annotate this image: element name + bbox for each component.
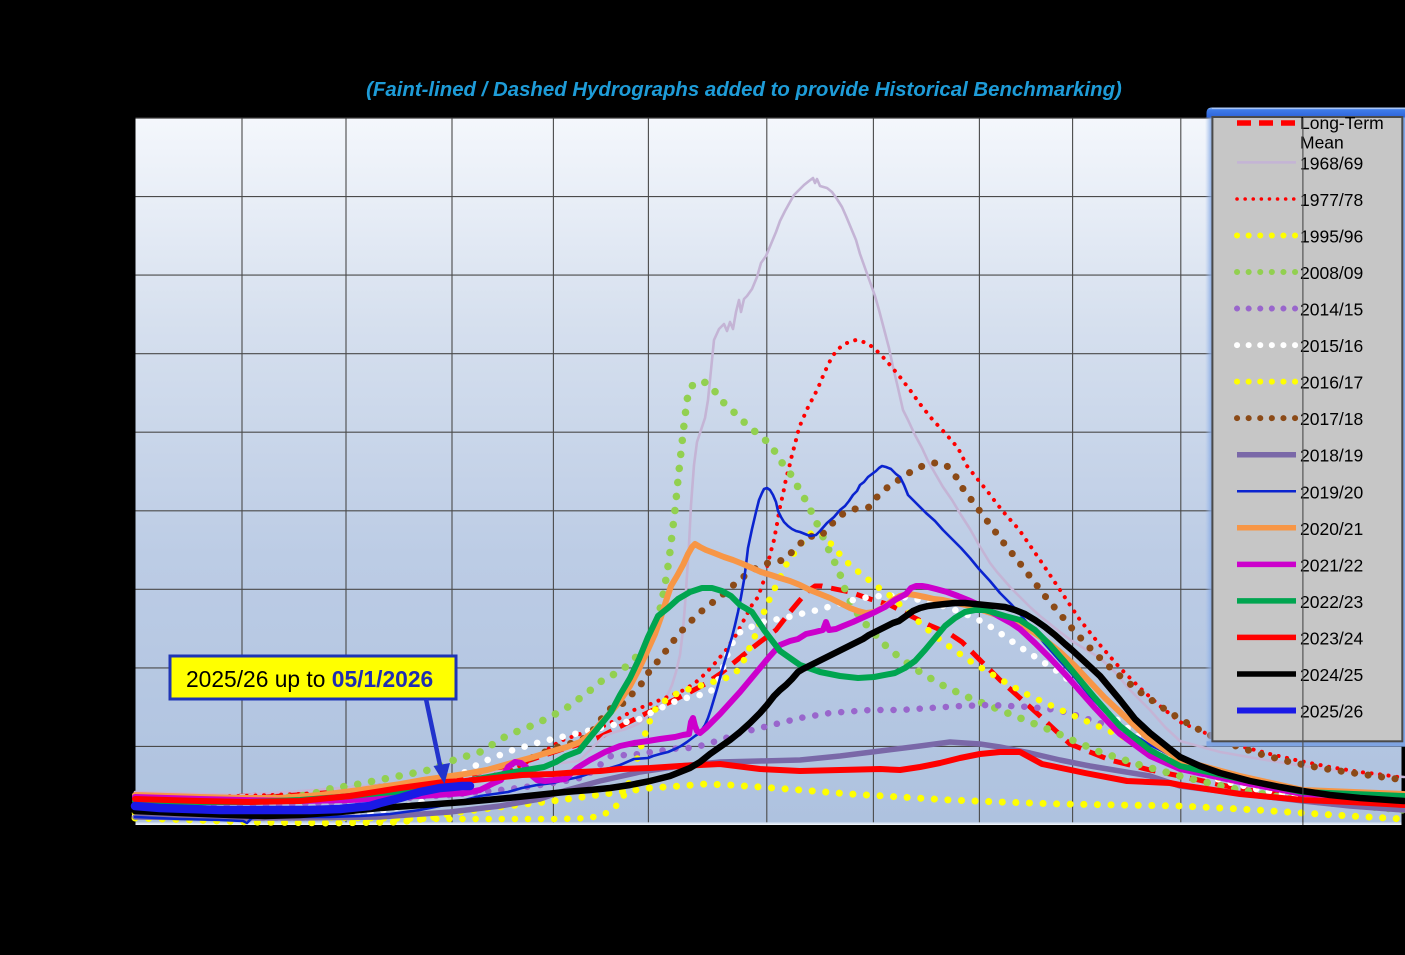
svg-text:1977/78: 1977/78 xyxy=(1300,190,1363,210)
svg-text:2018/19: 2018/19 xyxy=(1300,446,1363,466)
svg-text:2015/16: 2015/16 xyxy=(1300,336,1363,356)
svg-text:2025/26 up to 05/1/2026: 2025/26 up to 05/1/2026 xyxy=(186,666,433,692)
svg-text:Long-Term: Long-Term xyxy=(1300,113,1384,133)
svg-text:2008/09: 2008/09 xyxy=(1300,263,1363,283)
svg-text:(Faint-lined / Dashed Hydrogra: (Faint-lined / Dashed Hydrographs added … xyxy=(366,79,1122,101)
svg-text:2023/24: 2023/24 xyxy=(1300,628,1364,648)
svg-text:2016/17: 2016/17 xyxy=(1300,373,1363,393)
svg-text:2021/22: 2021/22 xyxy=(1300,555,1363,575)
svg-text:Mean: Mean xyxy=(1300,133,1344,153)
svg-text:1995/96: 1995/96 xyxy=(1300,226,1363,246)
svg-text:2024/25: 2024/25 xyxy=(1300,665,1363,685)
svg-text:2025/26: 2025/26 xyxy=(1300,702,1363,722)
svg-text:2017/18: 2017/18 xyxy=(1300,409,1363,429)
svg-text:2014/15: 2014/15 xyxy=(1300,300,1363,320)
svg-text:2020/21: 2020/21 xyxy=(1300,519,1363,539)
svg-text:1968/69: 1968/69 xyxy=(1300,153,1363,173)
svg-text:2022/23: 2022/23 xyxy=(1300,592,1363,612)
svg-text:2019/20: 2019/20 xyxy=(1300,482,1364,502)
